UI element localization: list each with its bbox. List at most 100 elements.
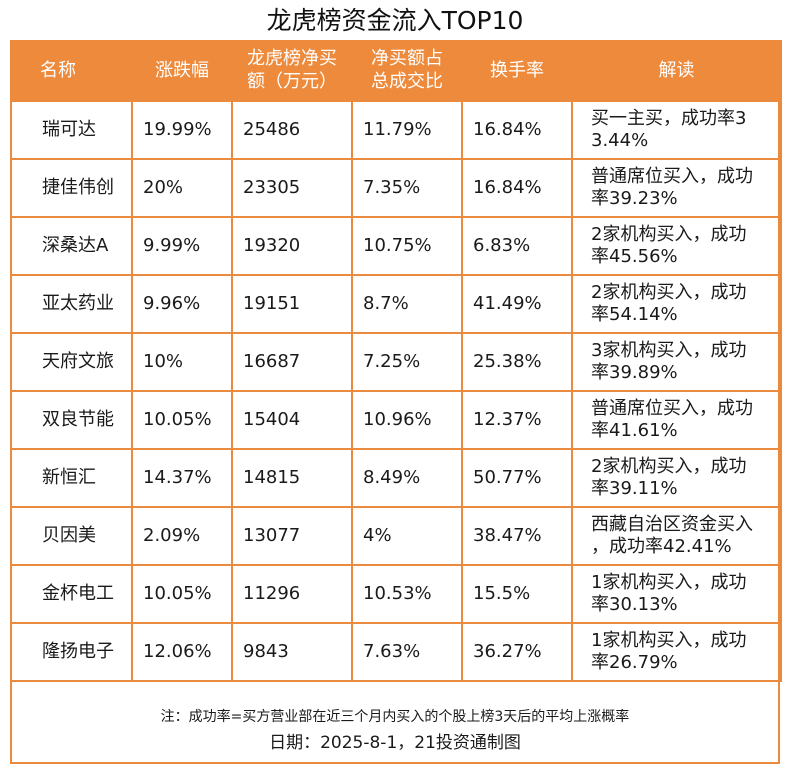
table-row: 贝因美 2.09% 13077 4% 38.47% 西藏自治区资金买入 ，成功率42.41% xyxy=(10,506,782,566)
net-buy-cell: 13077 xyxy=(231,506,353,566)
table-row: 亚太药业 9.96% 19151 8.7% 41.49% 2家机构买入，成功 率54.14% xyxy=(10,274,782,334)
reading-line: 率26.79% xyxy=(591,652,678,673)
reading-line: 率39.23% xyxy=(591,188,678,209)
table-header-row: 名称 涨跌幅 龙虎榜净买 额（万元） 净买额占 总成交比 换手率 解读 xyxy=(10,40,782,101)
ratio-cell: 11.79% xyxy=(351,100,463,160)
stock-name-cell: 捷佳伟创 xyxy=(10,158,133,218)
table-row: 新恒汇 14.37% 14815 8.49% 50.77% 2家机构买入，成功 率39.11… xyxy=(10,448,782,508)
reading-line: 率45.56% xyxy=(591,246,678,267)
reading-line: ，成功率42.41% xyxy=(591,536,732,557)
page-title: 龙虎榜资金流入TOP10 xyxy=(266,6,524,35)
net-buy-cell: 25486 xyxy=(231,100,353,160)
change-cell: 10.05% xyxy=(131,390,233,450)
ratio-cell: 10.53% xyxy=(351,564,463,624)
change-cell: 2.09% xyxy=(131,506,233,566)
turnover-cell: 50.77% xyxy=(461,448,573,508)
col-header-ratio-line1: 净买额占 xyxy=(371,48,443,69)
stock-name-cell: 新恒汇 xyxy=(10,448,133,508)
reading-cell: 普通席位买入，成功 率41.61% xyxy=(571,390,782,450)
table-row: 捷佳伟创 20% 23305 7.35% 16.84% 普通席位买入，成功 率39.23% xyxy=(10,158,782,218)
col-header-net-buy: 龙虎榜净买 额（万元） xyxy=(231,40,353,101)
change-cell: 12.06% xyxy=(131,622,233,682)
change-cell: 9.99% xyxy=(131,216,233,276)
reading-line: 率39.89% xyxy=(591,362,678,383)
reading-line: 率30.13% xyxy=(591,594,678,615)
date-credit: 日期：2025-8-1，21投资通制图 xyxy=(269,733,521,753)
col-header-ratio-line2: 总成交比 xyxy=(371,71,443,92)
reading-line: 普通席位买入，成功 xyxy=(591,166,753,187)
col-header-net-buy-line1: 龙虎榜净买 xyxy=(247,48,337,69)
stock-name-cell: 亚太药业 xyxy=(10,274,133,334)
reading-line: 率54.14% xyxy=(591,304,678,325)
reading-line: 3.44% xyxy=(591,130,649,151)
reading-cell: 买一主买，成功率3 3.44% xyxy=(571,100,782,160)
change-cell: 19.99% xyxy=(131,100,233,160)
net-buy-cell: 9843 xyxy=(231,622,353,682)
ratio-cell: 7.63% xyxy=(351,622,463,682)
col-header-name: 名称 xyxy=(10,40,133,101)
turnover-cell: 36.27% xyxy=(461,622,573,682)
net-buy-cell: 23305 xyxy=(231,158,353,218)
stock-name-cell: 金杯电工 xyxy=(10,564,133,624)
ratio-cell: 10.75% xyxy=(351,216,463,276)
reading-line: 率41.61% xyxy=(591,420,678,441)
net-buy-cell: 19320 xyxy=(231,216,353,276)
col-header-net-buy-line2: 额（万元） xyxy=(247,71,337,92)
table-row: 双良节能 10.05% 15404 10.96% 12.37% 普通席位买入，成功 率41.… xyxy=(10,390,782,450)
reading-line: 率39.11% xyxy=(591,478,678,499)
col-header-ratio: 净买额占 总成交比 xyxy=(351,40,463,101)
reading-line: 2家机构买入，成功 xyxy=(591,456,747,477)
reading-line: 普通席位买入，成功 xyxy=(591,398,753,419)
table-row: 隆扬电子 12.06% 9843 7.63% 36.27% 1家机构买入，成功 率26.79… xyxy=(10,622,782,682)
net-buy-cell: 16687 xyxy=(231,332,353,392)
turnover-cell: 25.38% xyxy=(461,332,573,392)
net-buy-cell: 19151 xyxy=(231,274,353,334)
reading-line: 买一主买，成功率3 xyxy=(591,108,747,129)
col-header-change: 涨跌幅 xyxy=(131,40,233,101)
net-buy-cell: 15404 xyxy=(231,390,353,450)
reading-line: 1家机构买入，成功 xyxy=(591,630,747,651)
ratio-cell: 7.25% xyxy=(351,332,463,392)
turnover-cell: 16.84% xyxy=(461,100,573,160)
ratio-cell: 10.96% xyxy=(351,390,463,450)
stock-name-cell: 深桑达A xyxy=(10,216,133,276)
reading-cell: 普通席位买入，成功 率39.23% xyxy=(571,158,782,218)
table-row: 瑞可达 19.99% 25486 11.79% 16.84% 买一主买，成功率3 3.44% xyxy=(10,100,782,160)
change-cell: 9.96% xyxy=(131,274,233,334)
reading-cell: 1家机构买入，成功 率30.13% xyxy=(571,564,782,624)
ratio-cell: 7.35% xyxy=(351,158,463,218)
turnover-cell: 38.47% xyxy=(461,506,573,566)
col-header-turnover: 换手率 xyxy=(461,40,573,101)
turnover-cell: 15.5% xyxy=(461,564,573,624)
table-row: 金杯电工 10.05% 11296 10.53% 15.5% 1家机构买入，成功 率30.1… xyxy=(10,564,782,624)
reading-cell: 2家机构买入，成功 率54.14% xyxy=(571,274,782,334)
change-cell: 14.37% xyxy=(131,448,233,508)
col-header-reading: 解读 xyxy=(571,40,782,101)
reading-line: 2家机构买入，成功 xyxy=(591,282,747,303)
reading-cell: 2家机构买入，成功 率39.11% xyxy=(571,448,782,508)
stock-name-cell: 瑞可达 xyxy=(10,100,133,160)
reading-cell: 2家机构买入，成功 率45.56% xyxy=(571,216,782,276)
dragon-tiger-table: 名称 涨跌幅 龙虎榜净买 额（万元） 净买额占 总成交比 换手率 解读 瑞可达 1… xyxy=(10,40,782,682)
stock-name-cell: 贝因美 xyxy=(10,506,133,566)
turnover-cell: 41.49% xyxy=(461,274,573,334)
reading-line: 2家机构买入，成功 xyxy=(591,224,747,245)
net-buy-cell: 14815 xyxy=(231,448,353,508)
stock-name-cell: 天府文旅 xyxy=(10,332,133,392)
change-cell: 20% xyxy=(131,158,233,218)
change-cell: 10.05% xyxy=(131,564,233,624)
ratio-cell: 4% xyxy=(351,506,463,566)
reading-line: 3家机构买入，成功 xyxy=(591,340,747,361)
reading-line: 西藏自治区资金买入 xyxy=(591,514,753,535)
ratio-cell: 8.7% xyxy=(351,274,463,334)
reading-cell: 3家机构买入，成功 率39.89% xyxy=(571,332,782,392)
table-row: 天府文旅 10% 16687 7.25% 25.38% 3家机构买入，成功 率39.89% xyxy=(10,332,782,392)
ratio-cell: 8.49% xyxy=(351,448,463,508)
reading-cell: 西藏自治区资金买入 ，成功率42.41% xyxy=(571,506,782,566)
change-cell: 10% xyxy=(131,332,233,392)
table-body: 瑞可达 19.99% 25486 11.79% 16.84% 买一主买，成功率3 3.44%… xyxy=(10,100,782,682)
stock-name-cell: 隆扬电子 xyxy=(10,622,133,682)
stock-name-cell: 双良节能 xyxy=(10,390,133,450)
turnover-cell: 16.84% xyxy=(461,158,573,218)
net-buy-cell: 11296 xyxy=(231,564,353,624)
